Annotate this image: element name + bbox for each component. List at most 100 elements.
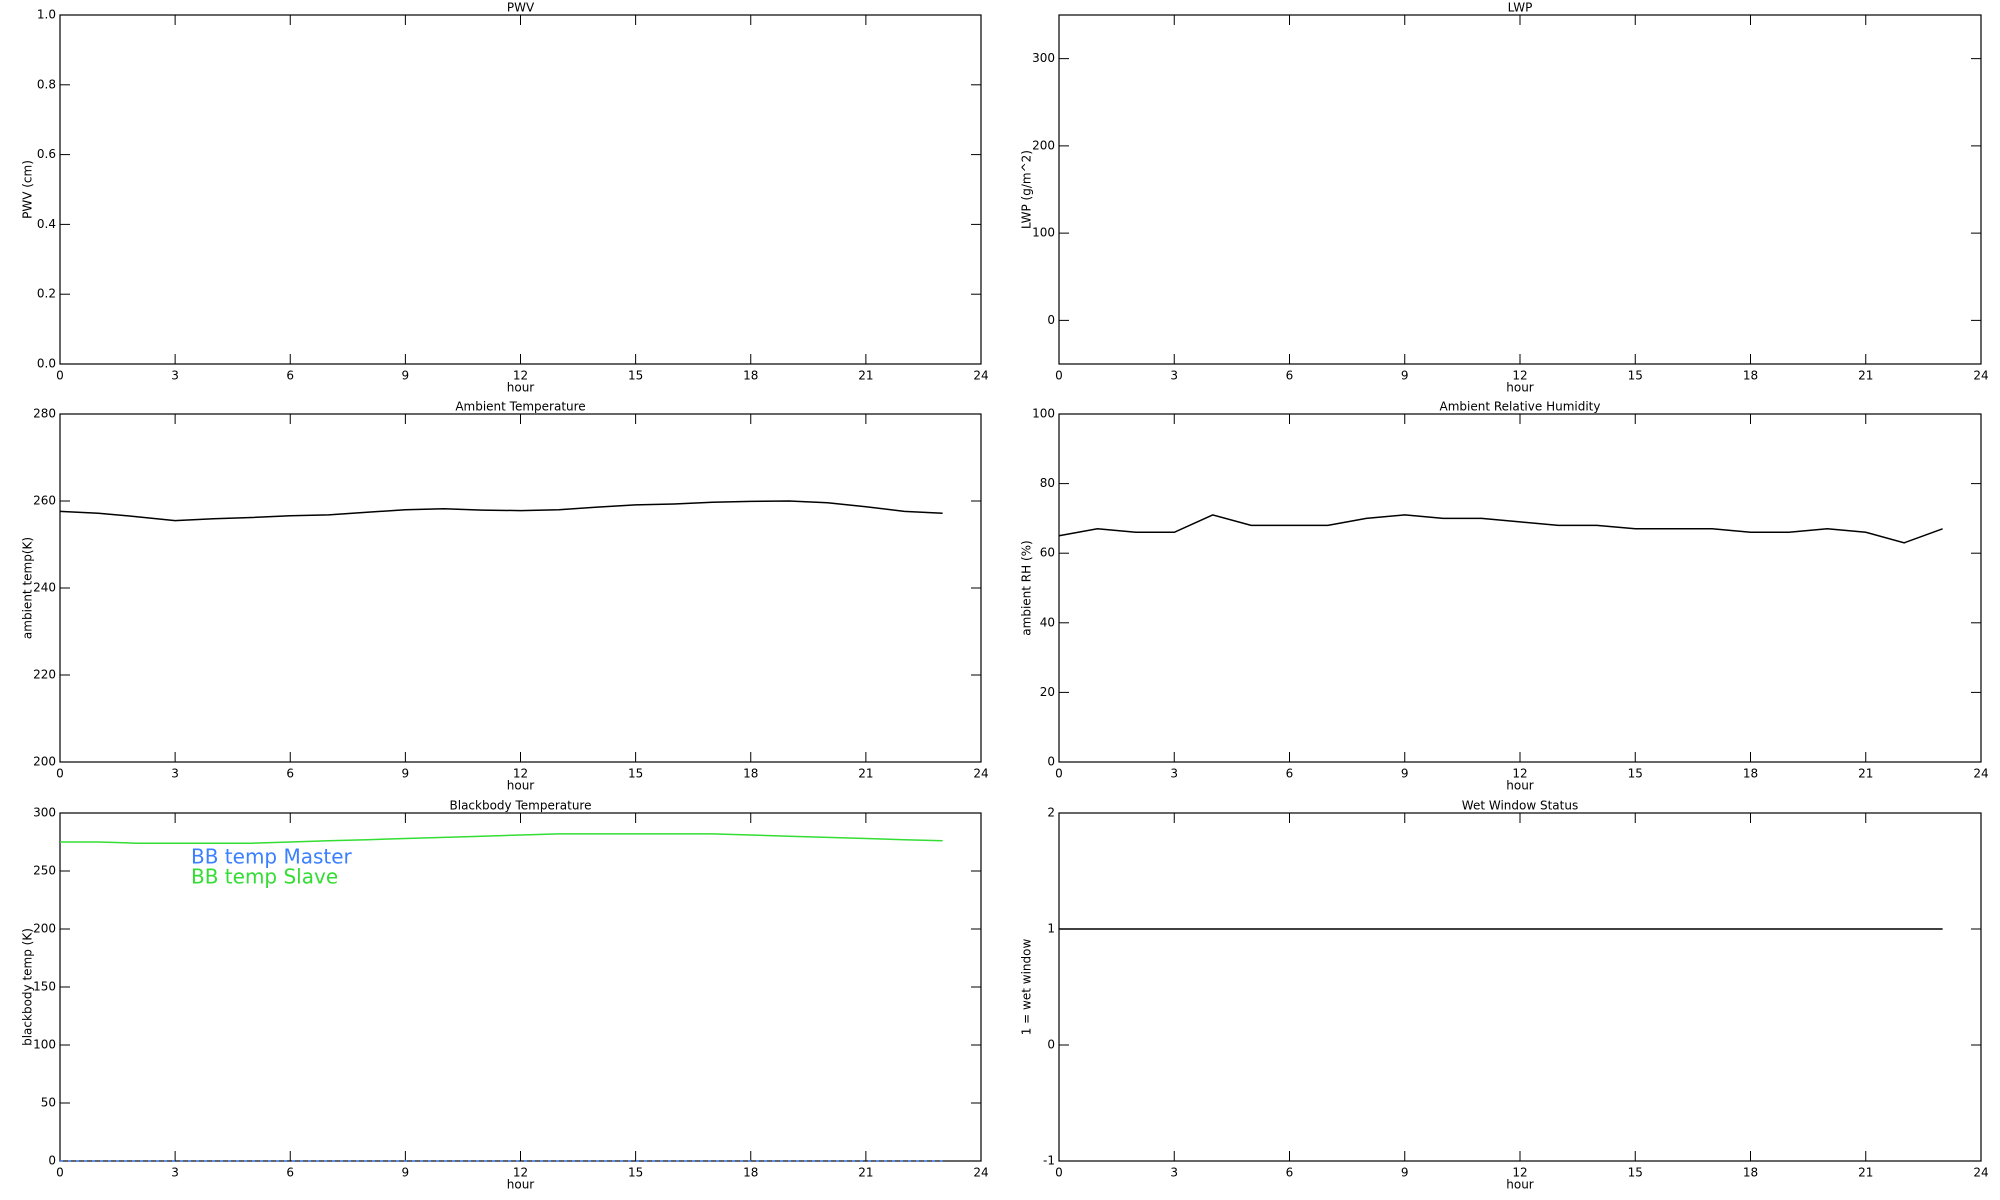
x-tick-label: 24 — [973, 369, 988, 383]
x-tick-label: 18 — [1743, 369, 1758, 383]
y-axis-label: LWP (g/m^2) — [1020, 150, 1034, 229]
y-tick-label: 280 — [33, 407, 56, 421]
x-tick-label: 21 — [858, 369, 873, 383]
x-tick-label: 21 — [858, 767, 873, 781]
x-tick-label: 18 — [743, 767, 758, 781]
x-tick-label: 0 — [1055, 369, 1063, 383]
x-axis-label: hour — [507, 381, 535, 395]
x-tick-label: 15 — [1628, 369, 1643, 383]
y-tick-label: 80 — [1040, 476, 1055, 490]
y-tick-label: 240 — [33, 581, 56, 595]
x-tick-label: 24 — [1973, 369, 1988, 383]
y-tick-label: 0 — [1047, 755, 1055, 769]
x-tick-label: 9 — [402, 767, 410, 781]
x-tick-label: 12 — [1512, 369, 1527, 383]
x-tick-label: 12 — [513, 1166, 528, 1180]
chart-title: Wet Window Status — [1462, 799, 1578, 813]
x-tick-label: 6 — [1286, 767, 1294, 781]
x-tick-label: 18 — [743, 1166, 758, 1180]
x-tick-label: 9 — [402, 369, 410, 383]
x-tick-label: 3 — [1170, 767, 1178, 781]
x-tick-label: 24 — [973, 767, 988, 781]
y-tick-label: 0.8 — [37, 77, 56, 91]
y-axis-label: PWV (cm) — [21, 160, 35, 219]
series-line — [60, 833, 943, 844]
y-tick-label: 220 — [33, 668, 56, 682]
x-tick-label: 6 — [1286, 1166, 1294, 1180]
y-tick-label: 300 — [33, 806, 56, 820]
y-tick-label: 200 — [33, 755, 56, 769]
y-tick-label: 100 — [1032, 226, 1055, 240]
chart-title: Ambient Relative Humidity — [1440, 400, 1601, 414]
y-tick-label: 150 — [33, 980, 56, 994]
x-tick-label: 6 — [286, 1166, 294, 1180]
y-axis-label: blackbody temp (K) — [21, 928, 35, 1046]
plot-frame — [1058, 413, 1982, 763]
x-tick-label: 15 — [1628, 767, 1643, 781]
x-tick-label: 0 — [1055, 767, 1063, 781]
x-tick-label: 21 — [1858, 767, 1873, 781]
x-axis-label: hour — [1506, 1178, 1534, 1192]
x-tick-label: 12 — [1512, 767, 1527, 781]
x-tick-label: 3 — [171, 767, 179, 781]
y-tick-label: 200 — [1032, 138, 1055, 152]
y-tick-label: -1 — [1043, 1154, 1055, 1168]
x-tick-label: 15 — [1628, 1166, 1643, 1180]
y-tick-label: 100 — [33, 1038, 56, 1052]
y-tick-label: 60 — [1040, 546, 1055, 560]
series-line — [59, 500, 943, 522]
x-tick-label: 0 — [56, 767, 64, 781]
y-tick-label: 200 — [33, 922, 56, 936]
chart-title: Blackbody Temperature — [450, 799, 592, 813]
x-axis-label: hour — [1506, 779, 1534, 793]
x-tick-label: 21 — [858, 1166, 873, 1180]
y-tick-label: 250 — [33, 864, 56, 878]
x-tick-label: 18 — [743, 369, 758, 383]
y-tick-label: 1.0 — [37, 8, 56, 22]
y-tick-label: 0 — [1047, 1038, 1055, 1052]
x-tick-label: 12 — [1512, 1166, 1527, 1180]
y-tick-label: 0.0 — [37, 357, 56, 371]
x-tick-label: 12 — [513, 767, 528, 781]
y-tick-label: 260 — [33, 494, 56, 508]
x-tick-label: 15 — [628, 369, 643, 383]
y-tick-label: 2 — [1047, 806, 1055, 820]
y-axis-label: ambient temp(K) — [21, 537, 35, 639]
x-tick-label: 0 — [56, 369, 64, 383]
x-tick-label: 24 — [1973, 1166, 1988, 1180]
x-tick-label: 18 — [1743, 767, 1758, 781]
x-tick-label: 12 — [513, 369, 528, 383]
legend-entry: BB temp Master — [191, 845, 353, 869]
x-tick-label: 0 — [1055, 1166, 1063, 1180]
x-tick-label: 6 — [286, 369, 294, 383]
y-tick-label: 40 — [1040, 615, 1055, 629]
chart-title: LWP — [1508, 1, 1533, 15]
y-tick-label: 1 — [1047, 922, 1055, 936]
x-tick-label: 15 — [628, 767, 643, 781]
x-axis-label: hour — [507, 1178, 535, 1192]
x-tick-label: 9 — [1401, 1166, 1409, 1180]
x-tick-label: 6 — [1286, 369, 1294, 383]
x-tick-label: 18 — [1743, 1166, 1758, 1180]
x-tick-label: 24 — [973, 1166, 988, 1180]
y-tick-label: 0.2 — [37, 287, 56, 301]
y-axis-label: ambient RH (%) — [1020, 540, 1034, 635]
x-axis-label: hour — [1506, 381, 1534, 395]
chart-title: Ambient Temperature — [455, 400, 585, 414]
y-tick-label: 300 — [1032, 51, 1055, 65]
y-tick-label: 50 — [41, 1096, 56, 1110]
y-axis-label: 1 = wet window — [1020, 939, 1034, 1036]
y-tick-label: 100 — [1032, 407, 1055, 421]
x-tick-label: 6 — [286, 767, 294, 781]
x-tick-label: 3 — [1170, 369, 1178, 383]
plot-frame — [59, 14, 982, 365]
x-tick-label: 9 — [402, 1166, 410, 1180]
x-tick-label: 3 — [171, 1166, 179, 1180]
legend-entry: BB temp Slave — [191, 865, 338, 889]
x-tick-label: 9 — [1401, 767, 1409, 781]
x-tick-label: 0 — [56, 1166, 64, 1180]
x-tick-label: 3 — [171, 369, 179, 383]
plot-frame — [59, 413, 982, 763]
